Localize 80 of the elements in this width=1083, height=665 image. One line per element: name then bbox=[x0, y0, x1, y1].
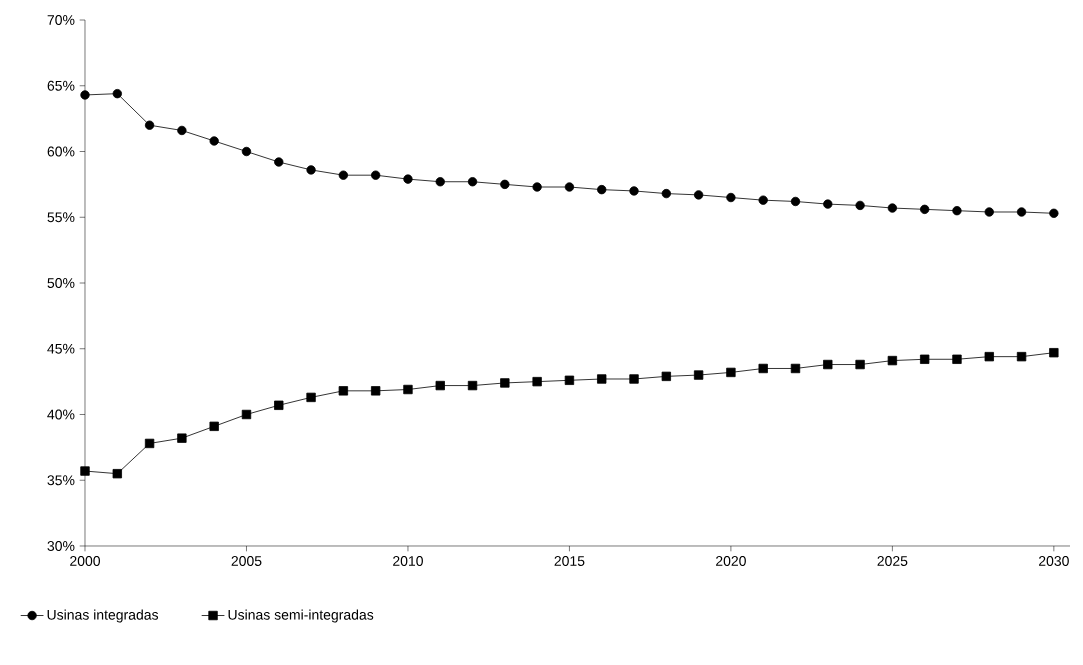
point bbox=[338, 386, 349, 396]
point bbox=[855, 359, 865, 370]
point bbox=[597, 184, 607, 195]
point bbox=[952, 206, 962, 216]
point bbox=[629, 374, 639, 384]
point bbox=[177, 125, 187, 136]
point bbox=[984, 351, 994, 362]
point bbox=[855, 200, 865, 211]
point bbox=[80, 90, 90, 100]
point bbox=[403, 174, 413, 184]
y-tick-label: 30% bbox=[47, 541, 75, 551]
point bbox=[758, 363, 768, 374]
point bbox=[500, 378, 510, 388]
legend-label: Usinas semi-integradas bbox=[228, 609, 374, 623]
point bbox=[920, 354, 930, 364]
point bbox=[823, 359, 833, 370]
point bbox=[306, 392, 316, 403]
point bbox=[758, 195, 768, 205]
y-tick-label: 40% bbox=[47, 409, 75, 420]
point bbox=[338, 170, 349, 180]
point bbox=[500, 179, 510, 190]
point bbox=[564, 375, 575, 385]
x-tick-label: 2010 bbox=[393, 556, 423, 566]
point bbox=[661, 371, 671, 382]
point bbox=[241, 409, 252, 420]
point bbox=[435, 177, 445, 187]
point bbox=[144, 438, 155, 449]
point bbox=[726, 367, 736, 378]
point bbox=[274, 157, 284, 167]
x-tick-label: 2025 bbox=[877, 556, 908, 566]
legend-label: Usinas integradas bbox=[47, 609, 159, 623]
y-tick-label: 60% bbox=[47, 146, 75, 157]
point bbox=[790, 363, 801, 374]
point bbox=[177, 433, 187, 443]
point bbox=[1016, 207, 1027, 217]
y-tick-label: 70% bbox=[47, 15, 75, 25]
x-tick-label: 2020 bbox=[716, 556, 746, 566]
point bbox=[144, 120, 155, 130]
y-tick-label: 50% bbox=[47, 278, 75, 288]
point bbox=[629, 186, 639, 196]
point bbox=[532, 182, 542, 192]
point bbox=[920, 204, 930, 215]
point bbox=[823, 199, 833, 209]
y-tick-label: 35% bbox=[47, 475, 75, 486]
point bbox=[693, 370, 704, 380]
point bbox=[564, 182, 575, 192]
point bbox=[532, 376, 542, 387]
point bbox=[693, 190, 704, 200]
x-tick-label: 2015 bbox=[554, 556, 585, 566]
point bbox=[597, 374, 607, 384]
point bbox=[112, 469, 122, 479]
point bbox=[370, 170, 381, 180]
point bbox=[952, 354, 962, 364]
point bbox=[1049, 208, 1059, 218]
point bbox=[274, 400, 284, 410]
point bbox=[790, 196, 801, 207]
point bbox=[887, 355, 898, 366]
point bbox=[1016, 351, 1027, 362]
point bbox=[467, 177, 478, 187]
point bbox=[467, 380, 478, 391]
point bbox=[80, 466, 90, 476]
point bbox=[209, 421, 219, 431]
point bbox=[370, 386, 381, 396]
point bbox=[887, 203, 898, 213]
point bbox=[1049, 348, 1059, 358]
point bbox=[306, 165, 316, 175]
point bbox=[241, 146, 252, 157]
point bbox=[112, 88, 122, 99]
y-tick-label: 65% bbox=[47, 80, 75, 91]
point bbox=[661, 188, 671, 199]
point bbox=[726, 192, 736, 203]
y-tick-label: 55% bbox=[47, 212, 75, 223]
point bbox=[435, 380, 445, 391]
y-tick-label: 45% bbox=[47, 343, 75, 354]
x-tick-label: 2005 bbox=[231, 556, 262, 566]
x-tick-label: 2000 bbox=[70, 556, 101, 566]
point bbox=[209, 136, 219, 146]
point bbox=[403, 384, 413, 395]
point bbox=[984, 207, 994, 217]
x-tick-label: 2030 bbox=[1039, 556, 1069, 566]
